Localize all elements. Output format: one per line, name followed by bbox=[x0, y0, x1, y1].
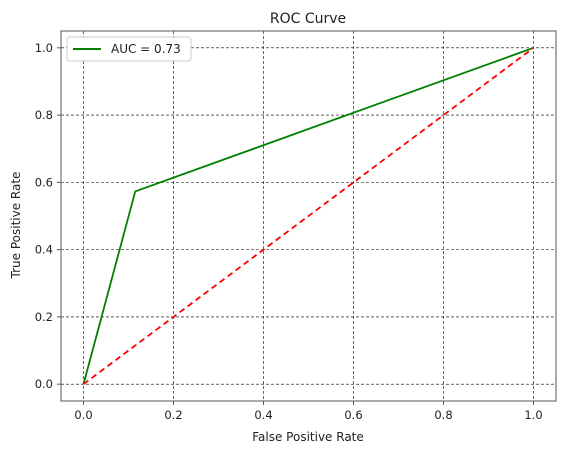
series-layer bbox=[82, 46, 535, 385]
y-tick-label: 1.0 bbox=[35, 41, 53, 55]
legend-label-auc: AUC = 0.73 bbox=[111, 42, 181, 56]
x-tick-label: 0.0 bbox=[74, 408, 92, 422]
roc-curve-line bbox=[82, 46, 534, 385]
x-tick-label: 0.4 bbox=[254, 408, 272, 422]
legend-box bbox=[66, 36, 192, 62]
x-axis-label: False Positive Rate bbox=[252, 430, 364, 444]
random-classifier-line bbox=[82, 47, 535, 385]
y-tick-label: 0.4 bbox=[35, 243, 53, 257]
x-tick-label: 1.0 bbox=[524, 408, 542, 422]
y-tick-label: 0.2 bbox=[35, 310, 53, 324]
y-axis-label: True Positive Rate bbox=[9, 172, 23, 280]
grid-lines bbox=[61, 31, 556, 401]
legend: AUC = 0.73 bbox=[66, 36, 192, 62]
chart-title: ROC Curve bbox=[270, 11, 346, 27]
y-tick-label: 0.8 bbox=[35, 108, 53, 122]
y-tick-label: 0.0 bbox=[35, 377, 53, 391]
y-tick-label: 0.6 bbox=[35, 175, 53, 189]
axis-ticks: 0.0 0.2 0.4 0.6 0.8 1.0 0.0 0.2 0.4 0.6 0.8 1.0 bbox=[35, 41, 543, 422]
x-tick-label: 0.2 bbox=[164, 408, 182, 422]
plot-area-frame bbox=[60, 30, 557, 402]
x-tick-label: 0.6 bbox=[344, 408, 362, 422]
x-tick-label: 0.8 bbox=[434, 408, 452, 422]
